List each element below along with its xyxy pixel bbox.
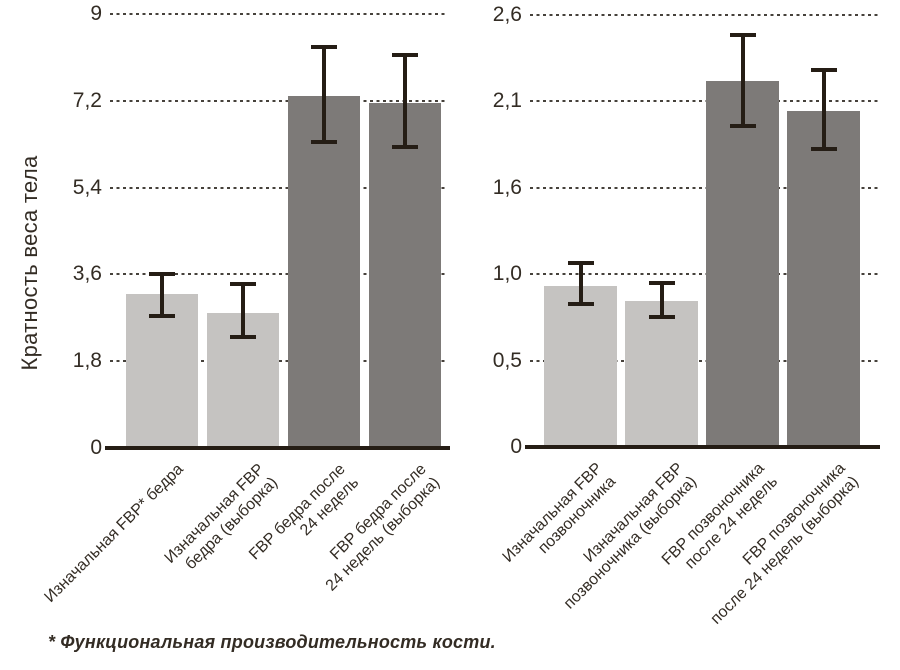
error-bar-part — [149, 313, 175, 318]
error-bar-part — [241, 281, 245, 340]
y-tick-label: 5,4 — [72, 175, 102, 199]
gridline-y-3,6 — [110, 273, 448, 276]
error-bar-hip-fbp-2 — [311, 45, 337, 145]
x-axis-line — [525, 445, 880, 449]
y-tick-label: 1,8 — [72, 349, 102, 373]
y-tick-label: 9 — [90, 2, 102, 25]
error-bar-part — [392, 145, 418, 149]
error-bar-part — [578, 260, 583, 306]
error-bar-part — [810, 68, 837, 73]
y-tick-label: 0,5 — [492, 348, 522, 372]
gridline-y-1,8 — [110, 360, 448, 363]
y-tick-label: 0 — [90, 436, 102, 459]
error-bar-part — [322, 45, 326, 145]
y-tick-label: 0 — [510, 435, 522, 458]
error-bar-part — [567, 301, 594, 306]
bar-hip-fbp-3 — [369, 103, 441, 448]
error-bar-part — [403, 52, 407, 149]
x-axis-line — [105, 446, 450, 450]
error-bar-spine-fbp-0 — [567, 260, 594, 306]
chart-hip-fbp: 0 1,8 3,6 5,4 7,2 9 Изначальная FBP* бедра Изна… — [41, 2, 450, 606]
y-tick-label: 2,6 — [492, 3, 522, 26]
gridline-y-5,4 — [110, 186, 448, 189]
error-bar-spine-fbp-1 — [648, 280, 675, 320]
gridline-y-1,0 — [530, 273, 878, 276]
error-bar-hip-fbp-1 — [230, 281, 256, 340]
error-bar-hip-fbp-0 — [149, 271, 175, 318]
error-bar-part — [821, 68, 826, 152]
gridline-y-7,2 — [110, 99, 448, 102]
error-bar-part — [311, 45, 337, 50]
error-bar-part — [740, 33, 745, 128]
error-bar-part — [729, 123, 756, 128]
bar-spine-fbp-2 — [706, 81, 779, 447]
error-bar-part — [729, 33, 756, 38]
error-bar-hip-fbp-3 — [392, 52, 418, 149]
gridline-y-2,1 — [530, 100, 878, 103]
y-tick-label: 1,0 — [492, 262, 522, 286]
gridline-y-2,6 — [530, 14, 878, 16]
error-bar-part — [311, 140, 337, 145]
chart-spine-fbp: 0 0,5 1,0 1,6 2,1 2,6 Изначальная FBP позвоноч… — [493, 3, 880, 628]
error-bar-part — [230, 281, 256, 286]
bar-spine-fbp-1 — [625, 301, 698, 447]
error-bar-part — [392, 52, 418, 57]
error-bar-part — [160, 271, 164, 318]
error-bar-part — [659, 280, 664, 320]
y-tick-label: 2,1 — [492, 89, 522, 113]
error-bar-spine-fbp-3 — [810, 68, 837, 152]
error-bar-part — [810, 147, 837, 152]
bar-spine-fbp-3 — [787, 111, 860, 447]
y-tick-label: 7,2 — [72, 88, 102, 112]
error-bar-part — [648, 280, 675, 285]
error-bar-spine-fbp-2 — [729, 33, 756, 128]
error-bar-part — [149, 271, 175, 276]
footnote: * Функциональная производительность кост… — [48, 632, 496, 652]
y-tick-label: 1,6 — [492, 175, 522, 199]
y-tick-label: 3,6 — [72, 262, 102, 286]
bar-hip-fbp-0 — [126, 294, 198, 448]
gridline-y-0,5 — [530, 359, 878, 362]
gridline-y-9 — [110, 13, 448, 15]
error-bar-part — [648, 315, 675, 320]
gridline-y-1,6 — [530, 186, 878, 189]
error-bar-part — [230, 335, 256, 340]
bar-hip-fbp-2 — [288, 96, 360, 448]
bar-spine-fbp-0 — [544, 286, 617, 447]
error-bar-part — [567, 260, 594, 265]
